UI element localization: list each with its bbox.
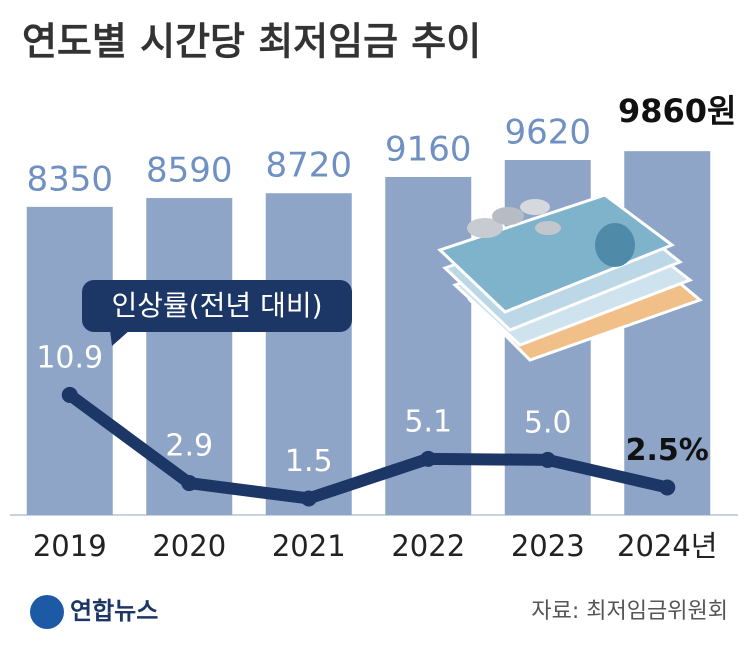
rate-point bbox=[659, 479, 676, 496]
rate-value-label: 5.0 bbox=[524, 405, 572, 440]
rate-point bbox=[61, 386, 78, 403]
logo: 연합뉴스 bbox=[70, 597, 158, 625]
bar-value-label: 8590 bbox=[146, 151, 233, 191]
legend-label: 인상률(전년 대비) bbox=[111, 289, 322, 322]
rate-point bbox=[420, 450, 437, 467]
legend-box bbox=[82, 280, 352, 332]
x-tick-label: 2019 bbox=[33, 529, 107, 563]
x-tick-label: 2022 bbox=[391, 529, 465, 563]
rate-point bbox=[539, 451, 556, 468]
rate-value-label: 1.5 bbox=[285, 444, 333, 479]
bar-value-label: 9620 bbox=[504, 113, 591, 153]
x-tick-label: 2024년 bbox=[617, 529, 717, 563]
rate-value-label: 2.5% bbox=[626, 433, 709, 468]
logo-mark bbox=[30, 595, 64, 629]
bar-value-label: 8720 bbox=[265, 146, 352, 186]
rate-value-label: 2.9 bbox=[165, 429, 213, 464]
bar-value-label: 8350 bbox=[26, 159, 113, 199]
bar-value-label: 9160 bbox=[385, 129, 472, 169]
x-tick-label: 2020 bbox=[152, 529, 226, 563]
bar-value-label: 9860원 bbox=[618, 92, 737, 130]
x-tick-label: 2021 bbox=[272, 529, 346, 563]
money-illustration bbox=[437, 193, 703, 362]
bar bbox=[26, 206, 113, 515]
rate-line bbox=[63, 388, 674, 505]
source: 자료: 최저임금위원회 bbox=[531, 599, 728, 624]
chart-title: 연도별 시간당 최저임금 추이 bbox=[22, 20, 481, 64]
line-layer bbox=[61, 386, 676, 507]
rate-value-label: 10.9 bbox=[36, 340, 103, 375]
bar bbox=[624, 151, 711, 515]
legend-pointer bbox=[110, 330, 130, 346]
x-tick-label: 2023 bbox=[511, 529, 585, 563]
rate-value-label: 5.1 bbox=[404, 404, 452, 439]
bar bbox=[265, 193, 352, 515]
rate-point bbox=[181, 475, 198, 492]
rate-point bbox=[300, 490, 317, 507]
